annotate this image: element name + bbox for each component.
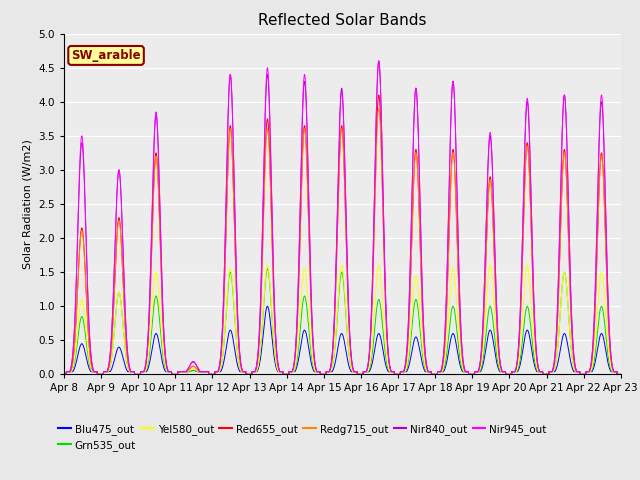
Nir945_out xyxy=(546,369,554,374)
Nir945_out xyxy=(375,58,383,64)
Red655_out xyxy=(298,178,305,184)
Nir840_out xyxy=(298,144,305,149)
Nir945_out xyxy=(606,340,614,346)
Yel580_out xyxy=(298,289,305,295)
Red655_out xyxy=(157,251,164,256)
Line: Red655_out: Red655_out xyxy=(64,95,621,374)
Grn535_out xyxy=(606,364,614,370)
Nir840_out xyxy=(157,230,164,236)
Grn535_out xyxy=(546,369,554,374)
Nir840_out xyxy=(546,369,554,374)
Redg715_out xyxy=(60,372,68,377)
Nir840_out xyxy=(60,372,68,377)
Blu475_out xyxy=(606,367,614,372)
Nir945_out xyxy=(60,372,68,377)
Nir945_out xyxy=(157,228,164,234)
Nir945_out xyxy=(124,349,131,355)
Line: Nir840_out: Nir840_out xyxy=(64,61,621,374)
Blu475_out xyxy=(60,372,68,377)
Grn535_out xyxy=(157,329,164,335)
Red655_out xyxy=(124,354,131,360)
Red655_out xyxy=(375,92,383,98)
Nir945_out xyxy=(617,372,625,377)
Grn535_out xyxy=(298,309,306,314)
Line: Nir945_out: Nir945_out xyxy=(64,61,621,374)
Title: Reflected Solar Bands: Reflected Solar Bands xyxy=(258,13,427,28)
Line: Yel580_out: Yel580_out xyxy=(64,265,621,374)
Yel580_out xyxy=(606,360,614,366)
Redg715_out xyxy=(617,372,625,377)
Blu475_out xyxy=(546,369,554,374)
Blu475_out xyxy=(124,369,131,374)
Nir840_out xyxy=(606,341,614,347)
Nir945_out xyxy=(274,357,282,363)
Nir840_out xyxy=(375,58,383,64)
Red655_out xyxy=(617,372,625,377)
Red655_out xyxy=(606,347,614,352)
Yel580_out xyxy=(274,366,282,372)
Red655_out xyxy=(274,360,282,365)
Redg715_out xyxy=(124,354,131,360)
Yel580_out xyxy=(157,316,164,322)
Line: Grn535_out: Grn535_out xyxy=(64,269,621,374)
Redg715_out xyxy=(606,347,614,353)
Text: SW_arable: SW_arable xyxy=(71,49,141,62)
Nir945_out xyxy=(298,138,305,144)
Line: Redg715_out: Redg715_out xyxy=(64,108,621,374)
Grn535_out xyxy=(617,372,625,377)
Y-axis label: Solar Radiation (W/m2): Solar Radiation (W/m2) xyxy=(23,139,33,269)
Blu475_out xyxy=(264,303,271,309)
Blu475_out xyxy=(157,349,164,355)
Grn535_out xyxy=(274,367,282,373)
Line: Blu475_out: Blu475_out xyxy=(64,306,621,374)
Yel580_out xyxy=(124,362,131,368)
Nir840_out xyxy=(274,358,282,363)
Redg715_out xyxy=(298,180,305,186)
Grn535_out xyxy=(264,266,271,272)
Red655_out xyxy=(546,369,554,374)
Redg715_out xyxy=(375,106,383,111)
Blu475_out xyxy=(617,372,625,377)
Yel580_out xyxy=(617,372,625,377)
Grn535_out xyxy=(124,362,131,368)
Blu475_out xyxy=(274,369,282,374)
Redg715_out xyxy=(546,369,554,374)
Yel580_out xyxy=(546,369,554,374)
Nir840_out xyxy=(617,372,625,377)
Grn535_out xyxy=(60,372,68,377)
Nir840_out xyxy=(124,349,131,355)
Blu475_out xyxy=(298,336,306,342)
Redg715_out xyxy=(274,360,282,366)
Legend: Blu475_out, Grn535_out, Yel580_out, Red655_out, Redg715_out, Nir840_out, Nir945_: Blu475_out, Grn535_out, Yel580_out, Red6… xyxy=(58,424,547,451)
Yel580_out xyxy=(60,372,68,377)
Redg715_out xyxy=(157,252,164,258)
Yel580_out xyxy=(524,263,531,268)
Red655_out xyxy=(60,372,68,377)
